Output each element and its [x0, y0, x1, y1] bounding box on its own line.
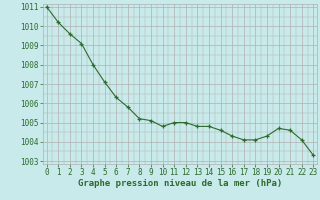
X-axis label: Graphe pression niveau de la mer (hPa): Graphe pression niveau de la mer (hPa): [78, 179, 282, 188]
